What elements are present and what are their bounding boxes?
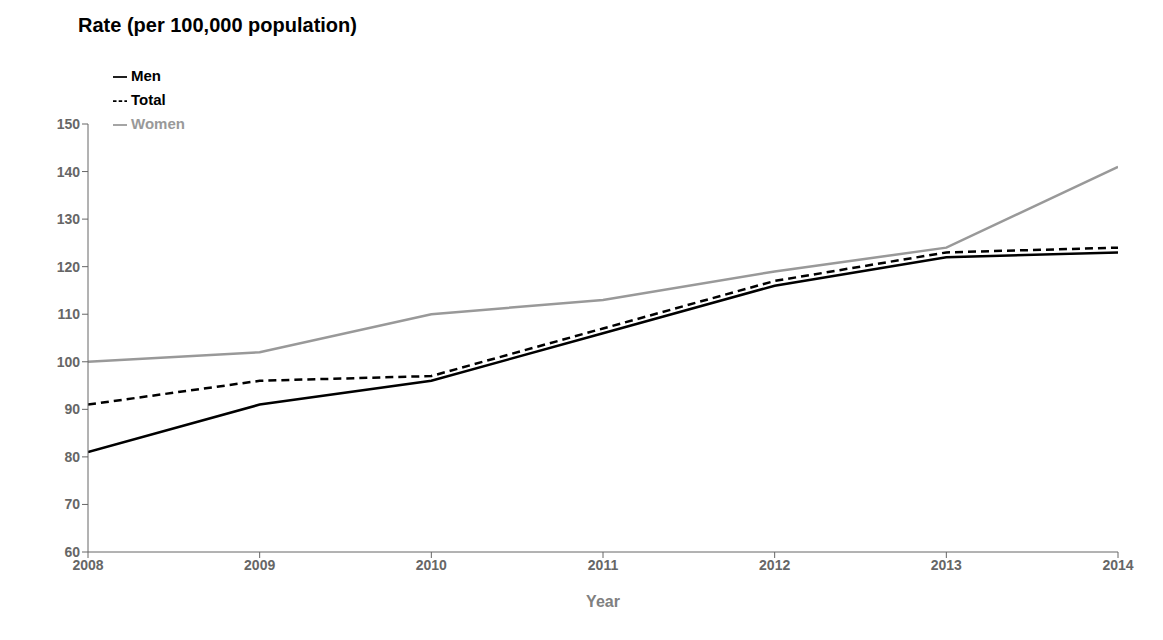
svg-text:80: 80 — [64, 449, 80, 465]
svg-text:70: 70 — [64, 496, 80, 512]
svg-text:2013: 2013 — [931, 557, 962, 573]
svg-text:130: 130 — [57, 211, 81, 227]
html-text:Rate (per 100,000 population): Rate (per 100,000 population) — [78, 14, 357, 36]
svg-text:140: 140 — [57, 164, 81, 180]
svg-text:2008: 2008 — [72, 556, 104, 573]
svg-text:2014: 2014 — [1102, 557, 1133, 573]
svg-text:Year: Year — [586, 593, 620, 610]
svg-text:90: 90 — [64, 401, 80, 417]
svg-text:60: 60 — [64, 544, 80, 560]
svg-text:2011: 2011 — [588, 557, 619, 573]
html-text:Women: Women — [131, 115, 185, 132]
html-text:Total: Total — [131, 91, 166, 108]
svg-text:120: 120 — [57, 259, 81, 275]
svg-text:2009: 2009 — [244, 557, 275, 573]
svg-text:2012: 2012 — [759, 557, 790, 573]
svg-text:2010: 2010 — [416, 557, 447, 573]
svg-text:100: 100 — [57, 354, 81, 370]
svg-text:110: 110 — [57, 306, 80, 322]
svg-text:150: 150 — [57, 116, 81, 132]
html-text:Men: Men — [131, 67, 161, 84]
